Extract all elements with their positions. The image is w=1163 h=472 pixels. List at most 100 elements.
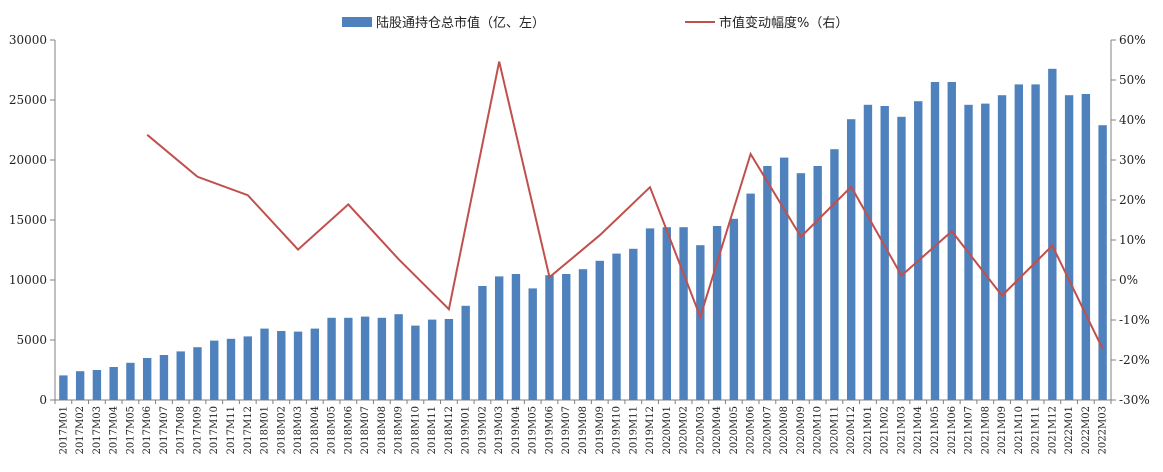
left-tick-label: 10000 — [9, 273, 47, 287]
bar — [478, 286, 487, 400]
x-tick-label: 2021M01 — [863, 406, 874, 454]
legend-bar-swatch — [342, 17, 372, 27]
bar — [763, 166, 772, 400]
bar — [796, 173, 806, 400]
x-tick-label: 2019M02 — [477, 406, 488, 454]
bar — [394, 314, 403, 400]
x-tick-label: 2017M10 — [209, 406, 220, 454]
x-tick-label: 2021M12 — [1047, 406, 1058, 454]
x-tick-label: 2021M08 — [980, 406, 991, 454]
bar — [411, 325, 420, 400]
bar — [1098, 125, 1107, 400]
bar — [360, 316, 370, 400]
x-tick-label: 2017M03 — [92, 406, 103, 454]
bar — [997, 95, 1007, 400]
bar — [595, 260, 604, 400]
x-tick-label: 2018M06 — [343, 406, 354, 454]
bar — [712, 226, 722, 400]
bar — [578, 269, 588, 400]
bar — [126, 362, 135, 400]
axes: 0 5000 10000 15000 20000 25000 30000 -30% -20% -1… — [9, 33, 1150, 454]
x-tick-label: 2018M05 — [327, 406, 338, 454]
bar — [830, 149, 839, 400]
x-tick-label: 2020M06 — [746, 406, 757, 454]
x-tick-label: 2017M11 — [226, 406, 237, 454]
right-tick-label: 0% — [1119, 273, 1138, 287]
bar — [277, 331, 286, 400]
x-tick-label: 2021M07 — [964, 406, 975, 454]
x-tick-label: 2017M04 — [109, 406, 120, 454]
bar — [327, 317, 336, 400]
right-tick-label: 60% — [1119, 33, 1146, 47]
left-tick-label: 0 — [39, 393, 47, 407]
x-tick-label: 2017M06 — [142, 406, 153, 454]
x-tick-label: 2018M09 — [394, 406, 405, 454]
bar — [562, 274, 571, 400]
left-tick-label: 15000 — [9, 213, 47, 227]
x-tick-label: 2022M02 — [1081, 406, 1092, 454]
bar — [679, 227, 688, 400]
x-tick-label: 2021M02 — [880, 406, 891, 454]
left-tick-label: 20000 — [9, 153, 47, 167]
bar — [1081, 94, 1091, 400]
right-tick-label: 10% — [1119, 233, 1146, 247]
bar — [1064, 95, 1074, 400]
bar — [880, 106, 889, 400]
bar — [210, 340, 219, 400]
right-tick-label: 30% — [1119, 153, 1146, 167]
x-tick-label: 2019M04 — [511, 406, 522, 454]
x-tick-label: 2018M02 — [276, 406, 287, 454]
x-tick-label: 2017M12 — [243, 406, 254, 454]
x-tick-label: 2019M12 — [645, 406, 656, 454]
x-tick-label: 2017M08 — [176, 406, 187, 454]
bar — [863, 104, 873, 401]
left-tick-label: 5000 — [16, 333, 47, 347]
bar — [293, 331, 303, 400]
change-line — [146, 61, 1104, 350]
x-tick-label: 2018M12 — [444, 406, 455, 454]
bar-series — [59, 68, 1107, 401]
x-tick-label: 2020M05 — [729, 406, 740, 454]
bar — [545, 275, 554, 400]
x-tick-label: 2019M08 — [578, 406, 589, 454]
x-tick-label: 2020M02 — [679, 406, 690, 454]
x-tick-label: 2018M01 — [260, 406, 271, 454]
right-tick-label: 40% — [1119, 113, 1146, 127]
x-tick-label: 2017M02 — [75, 406, 86, 454]
bar — [427, 319, 437, 400]
x-tick-label: 2021M03 — [896, 406, 907, 454]
right-tick-label: 50% — [1119, 73, 1146, 87]
x-tick-label: 2020M01 — [662, 406, 673, 454]
x-tick-label: 2019M07 — [561, 406, 572, 454]
legend: 陆股通持仓总市值（亿、左） 市值变动幅度%（右） — [342, 15, 848, 31]
bar — [176, 351, 185, 400]
right-tick-label: 20% — [1119, 193, 1146, 207]
x-tick-label: 2020M11 — [829, 406, 840, 454]
bar — [377, 317, 387, 400]
right-tick-label: -30% — [1119, 393, 1150, 407]
bar — [226, 338, 236, 400]
bar — [143, 358, 152, 400]
bar — [729, 218, 739, 400]
x-tick-label: 2020M09 — [796, 406, 807, 454]
x-tick-label: 2020M03 — [695, 406, 706, 454]
x-tick-label: 2018M11 — [427, 406, 438, 454]
bar — [645, 228, 655, 400]
bar — [629, 248, 638, 400]
bar — [344, 317, 353, 400]
x-tick-label: 2018M04 — [310, 406, 321, 454]
x-tick-label: 2020M10 — [813, 406, 824, 454]
bar — [193, 347, 202, 400]
bar — [930, 82, 940, 400]
bar — [92, 370, 102, 400]
x-tick-label: 2018M07 — [360, 406, 371, 454]
bar — [243, 336, 252, 400]
x-tick-label: 2021M06 — [947, 406, 958, 454]
bar — [662, 227, 671, 400]
bar — [528, 288, 537, 400]
bar — [1031, 84, 1040, 401]
x-tick-label: 2022M01 — [1064, 406, 1075, 454]
bar — [779, 157, 789, 400]
x-tick-label: 2021M09 — [997, 406, 1008, 454]
bar — [495, 276, 504, 400]
